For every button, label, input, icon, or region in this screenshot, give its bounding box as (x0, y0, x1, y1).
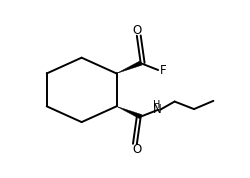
Text: O: O (132, 143, 141, 156)
Text: N: N (153, 103, 162, 116)
Polygon shape (116, 106, 142, 119)
Polygon shape (116, 61, 142, 74)
Text: O: O (132, 24, 141, 37)
Text: F: F (160, 64, 167, 77)
Text: H: H (154, 100, 161, 110)
